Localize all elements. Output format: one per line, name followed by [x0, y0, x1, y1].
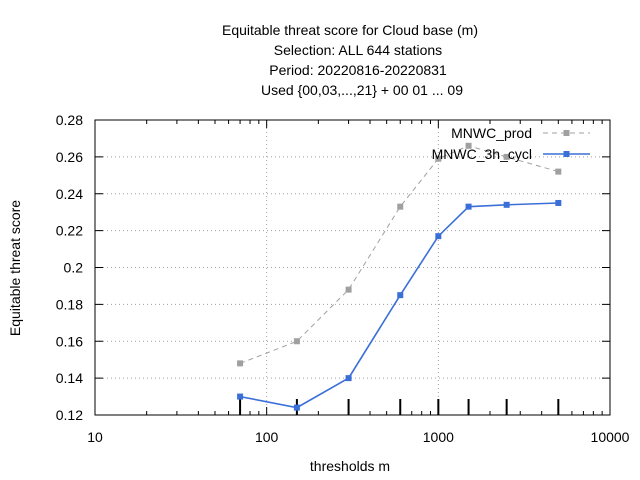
legend: MNWC_prod MNWC_3h_cycl — [432, 125, 590, 162]
y-tick-label: 0.14 — [56, 370, 83, 386]
legend-swatch-marker — [563, 130, 570, 136]
axes: 0.12 0.14 0.16 0.18 0.2 0.22 0.24 0.26 0.28 10 100… — [56, 112, 630, 445]
x-axis-label: thresholds m — [310, 458, 390, 474]
legend-label: MNWC_prod — [451, 125, 532, 141]
data-point — [555, 199, 562, 206]
chart-title-line-2: Selection: ALL 644 stations — [274, 42, 442, 58]
data-point — [465, 142, 472, 149]
series — [237, 142, 562, 411]
data-point — [345, 375, 352, 382]
y-tick-label: 0.2 — [64, 260, 84, 276]
data-point — [503, 153, 510, 160]
chart-title-line-4: Used {00,03,...,21} + 00 01 ... 09 — [261, 82, 463, 98]
chart-title-line-3: Period: 20220816-20220831 — [269, 62, 447, 78]
y-tick-label: 0.24 — [56, 186, 83, 202]
y-axis-label: Equitable threat score — [7, 200, 23, 336]
data-point — [237, 393, 244, 400]
y-tick-label: 0.16 — [56, 333, 83, 349]
data-point — [293, 338, 300, 345]
x-tick-label: 100 — [255, 429, 279, 445]
data-point — [237, 360, 244, 367]
series-line-mnwc-prod — [239, 145, 559, 364]
data-point — [555, 168, 562, 175]
y-tick-label: 0.28 — [56, 112, 83, 128]
x-tick-label: 10000 — [591, 429, 630, 445]
data-point — [397, 292, 404, 299]
chart-title: Equitable threat score for Cloud base (m… — [222, 22, 478, 98]
chart-title-line-1: Equitable threat score for Cloud base (m… — [222, 22, 478, 38]
data-point — [397, 203, 404, 210]
data-point — [293, 404, 300, 411]
series-line-mnwc-3h-cycl — [239, 202, 559, 409]
threshold-markers — [239, 399, 560, 415]
data-point — [465, 203, 472, 210]
data-point — [435, 233, 442, 240]
legend-swatch-marker — [563, 151, 570, 157]
plot-frame — [94, 119, 611, 416]
y-tick-label: 0.22 — [56, 223, 83, 239]
data-point — [503, 201, 510, 208]
data-point — [345, 286, 352, 293]
y-tick-label: 0.18 — [56, 296, 83, 312]
legend-label: MNWC_3h_cycl — [432, 146, 532, 162]
x-tick-label: 10 — [87, 429, 103, 445]
y-tick-label: 0.12 — [56, 407, 83, 423]
y-tick-label: 0.26 — [56, 149, 83, 165]
x-tick-label: 1000 — [423, 429, 454, 445]
data-point — [435, 155, 442, 162]
